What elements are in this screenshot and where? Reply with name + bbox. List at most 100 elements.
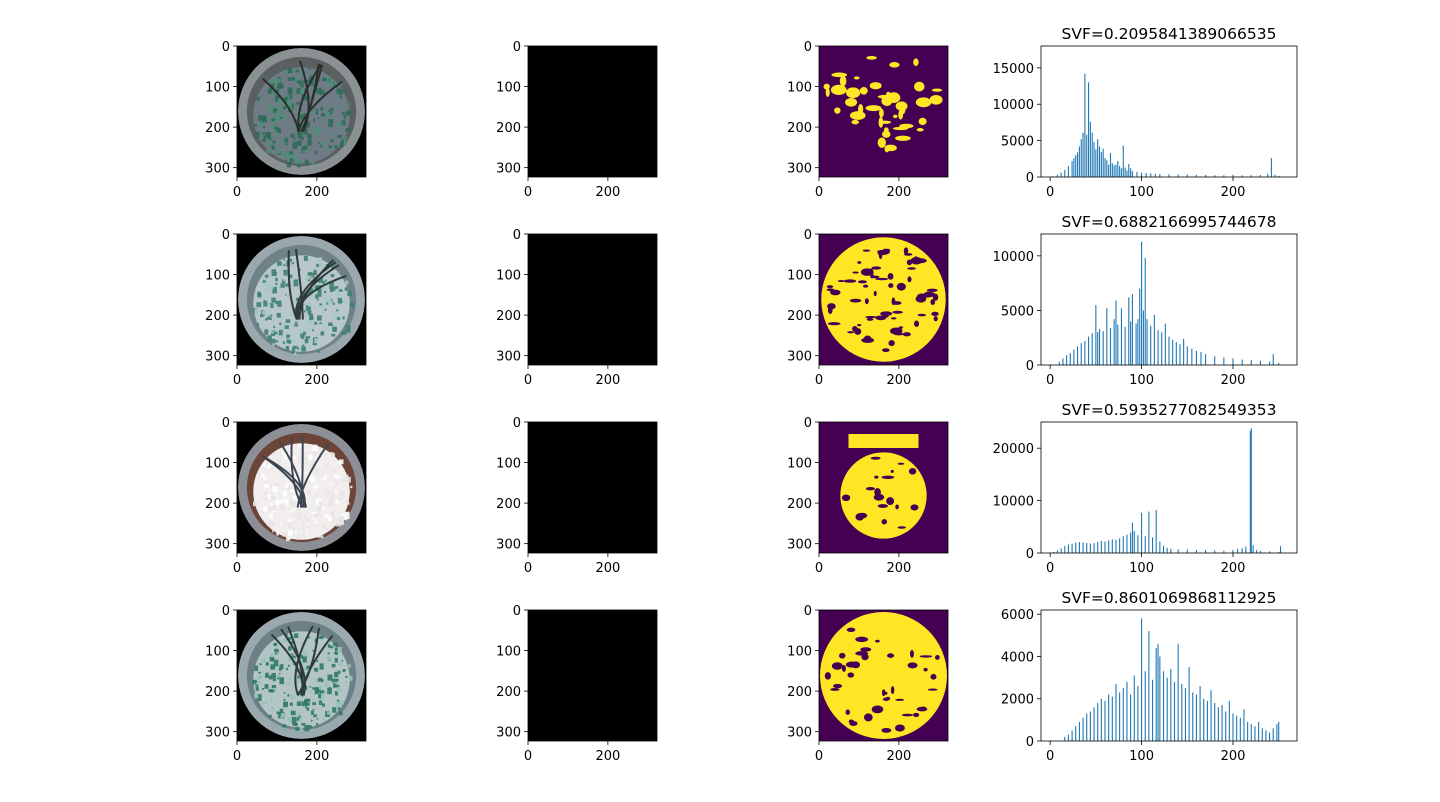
- hist-frame: [1040, 421, 1298, 554]
- leaf-patch: [254, 308, 259, 314]
- hist-bar: [1175, 342, 1177, 365]
- hist-bar: [1214, 702, 1216, 741]
- leaf-patch: [348, 663, 351, 667]
- leaf-patch: [287, 536, 292, 540]
- leaf-patch: [291, 351, 294, 355]
- x-tick-label: 0: [233, 749, 241, 764]
- sky-blob: [895, 135, 911, 141]
- occlusion-blob: [930, 299, 936, 305]
- leaf-patch: [314, 108, 317, 110]
- leaf-patch: [328, 145, 333, 148]
- leaf-patch: [298, 443, 303, 448]
- leaf-patch: [328, 686, 331, 689]
- leaf-patch: [344, 680, 348, 684]
- hist-bar: [1064, 546, 1066, 553]
- leaf-patch: [283, 140, 287, 146]
- hist-bar: [1141, 618, 1143, 741]
- leaf-patch: [277, 716, 281, 719]
- leaf-patch: [303, 80, 306, 84]
- leaf-patch: [314, 468, 320, 474]
- hist-bar: [1077, 152, 1079, 177]
- leaf-patch: [322, 471, 325, 474]
- leaf-patch: [331, 663, 336, 668]
- hist-bar: [1087, 336, 1090, 365]
- leaf-patch: [328, 330, 330, 332]
- leaf-patch: [329, 287, 333, 293]
- occlusion-blob: [865, 486, 876, 491]
- sky-blob: [900, 103, 906, 115]
- leaf-patch: [289, 151, 294, 155]
- chart-title: SVF=0.6882166995744678: [1062, 213, 1277, 231]
- hist-bar: [1082, 717, 1084, 741]
- occlusion-blob: [824, 672, 831, 680]
- leaf-patch: [292, 159, 295, 162]
- hist-bar: [1223, 357, 1225, 365]
- hist-bar: [1100, 698, 1102, 741]
- y-tick-label: 4000: [1001, 650, 1034, 665]
- x-tick-label: 200: [1221, 749, 1246, 764]
- leaf-patch: [334, 491, 338, 494]
- leaf-patch: [290, 640, 294, 645]
- leaf-patch: [282, 639, 288, 643]
- leaf-patch: [335, 289, 341, 297]
- leaf-patch: [328, 146, 331, 151]
- occlusion-blob: [896, 282, 906, 291]
- leaf-patch: [287, 87, 293, 95]
- leaf-patch: [284, 498, 289, 505]
- hist-bar: [1131, 294, 1133, 365]
- leaf-patch: [304, 159, 309, 166]
- leaf-patch: [321, 517, 323, 520]
- y-tick-label: 0: [222, 228, 230, 243]
- leaf-patch: [315, 294, 319, 298]
- leaf-patch: [337, 134, 343, 139]
- leaf-patch: [330, 139, 334, 143]
- leaf-patch: [314, 150, 316, 153]
- branch: [294, 248, 304, 320]
- leaf-patch: [268, 316, 270, 319]
- leaf-patch: [327, 652, 330, 655]
- hist-bar: [1082, 542, 1084, 553]
- leaf-patch: [323, 702, 325, 704]
- leaf-patch: [296, 88, 301, 95]
- leaf-patch: [256, 98, 259, 101]
- leaf-patch: [283, 698, 286, 701]
- leaf-patch: [285, 143, 288, 145]
- leaf-patch: [335, 105, 338, 110]
- hist-bar: [1179, 344, 1181, 365]
- leaf-patch: [275, 95, 280, 102]
- hist-frame: [1040, 233, 1298, 366]
- leaf-patch: [256, 480, 259, 483]
- occlusion-blob: [897, 526, 907, 529]
- leaf-patch: [261, 310, 265, 315]
- branch: [299, 60, 310, 132]
- leaf-patch: [269, 317, 272, 321]
- leaf-patch: [286, 162, 291, 168]
- leaf-patch: [345, 325, 351, 333]
- leaf-patch: [295, 727, 300, 731]
- y-tick-label: 200: [787, 497, 812, 512]
- leaf-patch: [299, 137, 302, 140]
- hist-bar: [1097, 702, 1099, 741]
- leaf-patch: [291, 655, 296, 659]
- leaf-patch: [272, 530, 274, 533]
- sky-disc: [820, 612, 947, 739]
- hist-bar: [1097, 139, 1099, 177]
- leaf-patch: [298, 457, 303, 462]
- occlusion-blob: [830, 289, 841, 296]
- leaf-patch: [271, 685, 277, 689]
- leaf-patch: [291, 716, 297, 725]
- leaf-patch: [332, 515, 336, 520]
- sky-blob: [865, 105, 882, 112]
- hist-bar: [1232, 713, 1234, 741]
- y-tick-label: 0: [804, 416, 812, 431]
- leaf-patch: [278, 712, 282, 717]
- hist-bar: [1205, 354, 1207, 365]
- leaf-patch: [299, 654, 303, 659]
- leaf-patch: [319, 663, 324, 670]
- x-tick-label: 100: [1129, 373, 1154, 388]
- leaf-patch: [279, 451, 283, 457]
- leaf-patch: [282, 106, 287, 110]
- y-tick-label: 0: [1026, 547, 1034, 562]
- hist-bar: [1195, 350, 1197, 365]
- sky-blob: [932, 95, 941, 104]
